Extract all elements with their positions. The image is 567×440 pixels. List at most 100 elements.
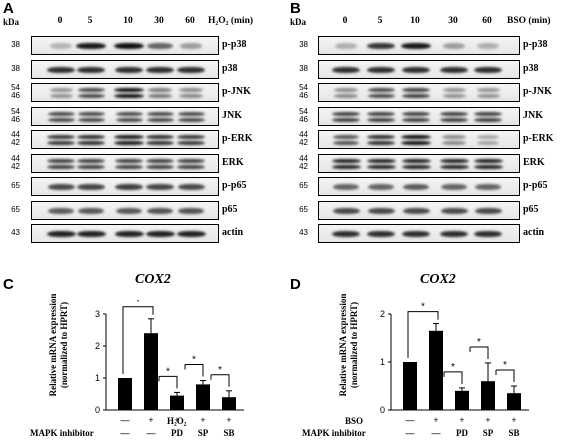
bar (144, 333, 158, 410)
significance-star: * (192, 355, 196, 366)
blot-band (146, 158, 174, 163)
panel-d-bar-chart: 0 1 2 * * * * (380, 302, 529, 415)
significance-star: * (503, 360, 507, 371)
significance-star: * (477, 337, 481, 348)
panel-a-timepoint: 60 (185, 16, 195, 26)
panel-d-inhibitor-cell: — (405, 428, 415, 438)
blot-band (366, 141, 396, 145)
blot-band (473, 158, 503, 163)
bar (170, 395, 184, 410)
blot-band (177, 158, 205, 163)
blot-band (46, 66, 76, 73)
blot-band (114, 66, 144, 73)
panel-a-timepoint: 10 (123, 16, 133, 26)
blot-band (367, 111, 395, 116)
blot-band (47, 111, 75, 116)
blot-band (177, 141, 205, 145)
bar (481, 381, 495, 410)
blot-band (401, 43, 431, 49)
blot-band (147, 94, 173, 98)
y-tick-label: 1 (380, 357, 385, 367)
molecular-weight-marker: 54 (299, 106, 308, 116)
blot-band (146, 111, 174, 116)
blot-band (177, 164, 205, 169)
blot-band (331, 158, 361, 163)
panel-c-inhibitor-cell: — (120, 428, 130, 438)
blot-band (475, 184, 501, 190)
significance-star: * (218, 365, 222, 376)
blot-band (147, 43, 173, 49)
bar (196, 384, 210, 410)
blot-label: actin (222, 227, 244, 238)
blot-band (179, 94, 203, 98)
blot-band (439, 158, 469, 163)
panel-c-inhibitor-label: MAPK inhibitor (30, 428, 94, 438)
panel-c-y-axis-label: Relative mRNA expression (normalized to … (48, 280, 70, 410)
molecular-weight-marker: 46 (299, 91, 308, 100)
blot-band (47, 184, 75, 190)
blot-band (366, 135, 396, 139)
blot-band (332, 135, 360, 139)
blot-band (367, 117, 395, 122)
blot-band (401, 231, 431, 237)
blot-strip (318, 153, 520, 173)
blot-band (367, 43, 395, 49)
panel-d-treatment-label: BSO (345, 416, 364, 426)
bar (429, 330, 443, 410)
blot-band (47, 117, 75, 122)
molecular-weight-marker: 46 (299, 114, 308, 124)
blot-label: p-ERK (222, 133, 253, 144)
blot-band (332, 117, 360, 122)
molecular-weight-marker: 38 (299, 63, 308, 73)
molecular-weight-marker: 42 (299, 138, 308, 147)
blot-band (177, 135, 205, 139)
molecular-weight-marker: 38 (11, 63, 20, 73)
blot-band (332, 141, 360, 145)
molecular-weight-marker: 44 (299, 130, 308, 139)
panel-c-gene-title: COX2 (135, 272, 171, 287)
blot-band (176, 66, 206, 73)
significance-star: * (166, 366, 170, 377)
blot-label: JNK (222, 109, 242, 121)
molecular-weight-marker: 38 (299, 40, 308, 49)
panel-c-treatment-cell: + (148, 415, 154, 425)
blot-band (146, 184, 174, 190)
significance-bracket (185, 364, 204, 377)
blot-band (477, 141, 499, 145)
blot-label: p-JNK (523, 86, 552, 97)
blot-band (473, 66, 503, 73)
blot-band (47, 158, 75, 163)
blot-band (331, 164, 361, 169)
blot-band (179, 88, 203, 92)
blot-band (115, 158, 143, 163)
y-tick-label: 3 (95, 309, 100, 319)
blot-band (115, 111, 143, 116)
blot-strip (318, 106, 520, 126)
panel-a-timepoint: 5 (87, 16, 93, 26)
blot-band (115, 164, 143, 169)
blot-band (77, 111, 105, 116)
y-tick-label: 1 (95, 373, 100, 383)
blot-band (440, 117, 468, 122)
blot-band (115, 184, 143, 190)
blot-band (114, 141, 144, 145)
significance-bracket (496, 369, 515, 382)
panel-d-inhibitor-label: MAPK inhibitor (302, 428, 366, 438)
molecular-weight-marker: 44 (11, 153, 20, 163)
panel-c-bar-chart: 0 1 2 3 * * * * (95, 300, 244, 415)
blot-band (442, 94, 466, 98)
blot-band (402, 111, 430, 116)
blot-band (146, 117, 174, 122)
blot-band (442, 43, 466, 49)
panel-d-ylabel-line1: Relative mRNA expression (338, 293, 348, 397)
significance-bracket (470, 346, 489, 359)
blot-strip (31, 106, 219, 126)
blot-band (442, 135, 466, 139)
blot-band (146, 164, 174, 169)
molecular-weight-marker: 46 (11, 114, 20, 124)
blot-band (145, 135, 175, 139)
molecular-weight-marker: 65 (299, 181, 308, 190)
panel-b-letter: B (290, 0, 301, 17)
blot-label: p-JNK (222, 86, 251, 97)
blot-band (77, 184, 105, 190)
